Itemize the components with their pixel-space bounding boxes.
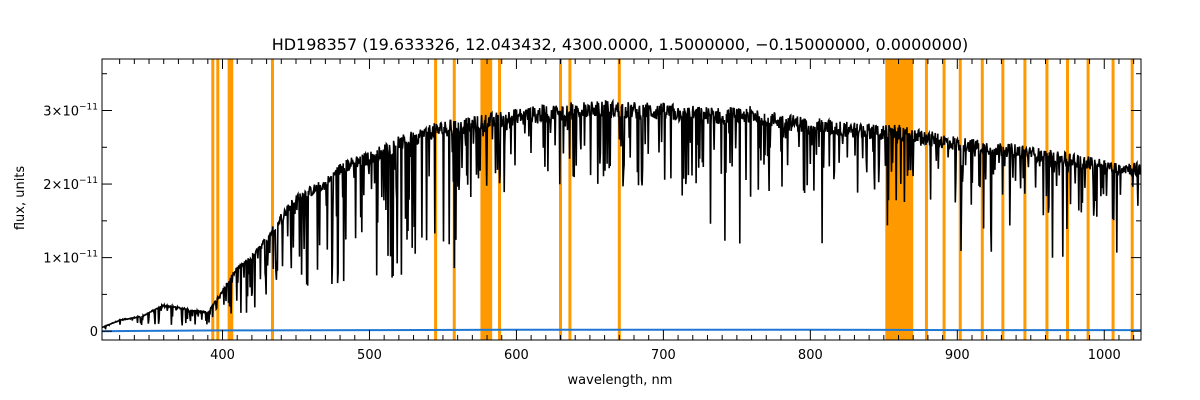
x-tick-label: 500 xyxy=(357,348,382,363)
masked-line-10 xyxy=(617,59,621,340)
x-tick-label: 1000 xyxy=(1088,348,1121,363)
x-axis-label: wavelength, nm xyxy=(568,373,673,388)
y-tick-exponent: −11 xyxy=(79,176,98,186)
masked-line-17 xyxy=(1045,59,1049,340)
masked-line-19 xyxy=(1086,59,1090,340)
x-tick-label: 400 xyxy=(210,348,235,363)
masked-line-9 xyxy=(568,59,572,340)
y-axis: 01×10−112×10−113×10−11 xyxy=(43,73,1141,340)
y-tick-exponent: −11 xyxy=(79,250,98,260)
masked-line-8 xyxy=(559,59,563,340)
masked-band-1 xyxy=(885,59,914,340)
x-tick-label: 700 xyxy=(651,348,676,363)
x-tick-label: 900 xyxy=(945,348,970,363)
masked-line-16 xyxy=(1023,59,1027,340)
x-tick-label: 600 xyxy=(504,348,529,363)
masked-line-11 xyxy=(924,59,928,340)
flux-series-line xyxy=(101,98,1142,331)
masked-regions xyxy=(211,59,1134,340)
error-series-line xyxy=(101,328,1141,333)
masked-line-15 xyxy=(1001,59,1005,340)
masked-band-0 xyxy=(480,59,493,340)
y-tick-mantissa: 1×10 xyxy=(43,252,79,267)
masked-line-2 xyxy=(227,59,231,340)
y-axis-label: flux, units xyxy=(13,166,28,231)
masked-line-1 xyxy=(216,59,220,340)
masked-line-7 xyxy=(498,59,502,340)
masked-line-12 xyxy=(942,59,946,340)
masked-line-21 xyxy=(1130,59,1134,340)
masked-line-4 xyxy=(270,59,274,340)
y-tick-label: 1×10−11 xyxy=(43,250,98,267)
masked-line-3 xyxy=(230,59,234,340)
masked-line-0 xyxy=(211,59,215,340)
y-tick-label: 3×10−11 xyxy=(43,102,98,119)
y-tick-mantissa: 2×10 xyxy=(43,178,79,193)
chart-title: HD198357 (19.633326, 12.043432, 4300.000… xyxy=(272,35,969,54)
spectrum-series xyxy=(101,98,1142,333)
plot-frame xyxy=(101,58,1142,341)
y-tick-mantissa: 3×10 xyxy=(43,104,79,119)
x-axis: 400 500 600 700 800 900 1000 xyxy=(119,59,1135,363)
masked-line-14 xyxy=(980,59,984,340)
x-tick-label: 800 xyxy=(798,348,823,363)
y-tick-exponent: −11 xyxy=(79,102,98,112)
y-tick-label: 2×10−11 xyxy=(43,176,98,193)
y-tick-label: 0 xyxy=(90,325,98,340)
